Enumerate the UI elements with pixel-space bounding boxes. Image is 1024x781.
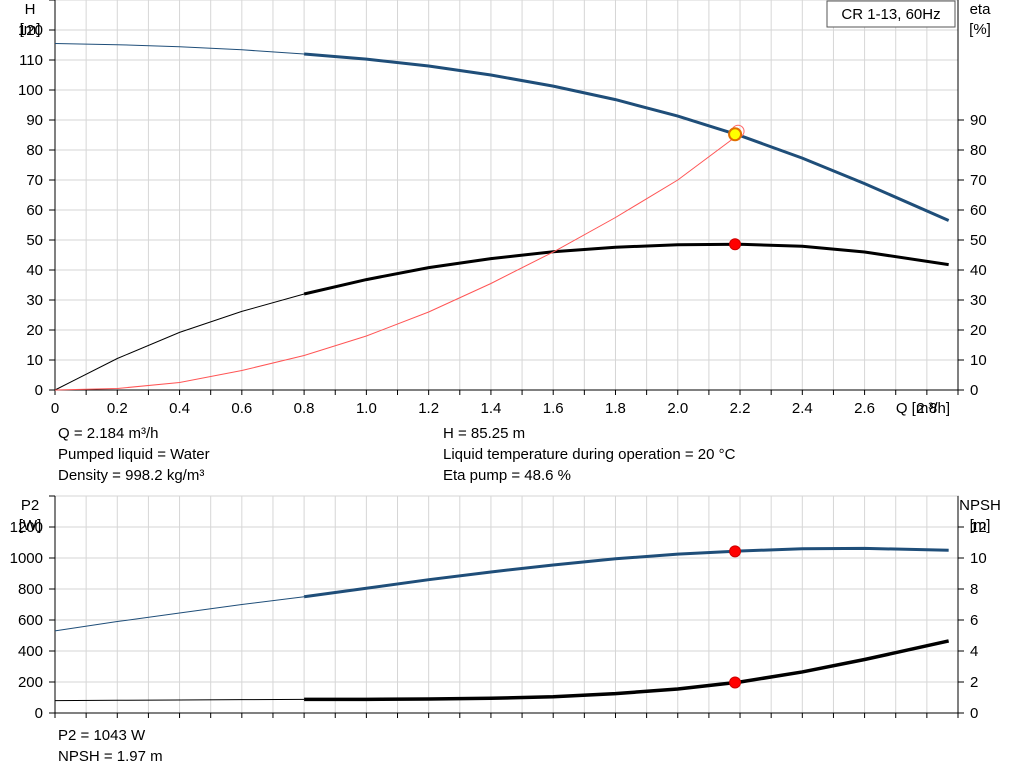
info-npsh: NPSH = 1.97 m <box>58 748 163 765</box>
info-bottom-left: P2 = 1043 W NPSH = 1.97 m <box>58 725 163 767</box>
y-left-tick-label: 30 <box>26 292 43 309</box>
x-tick-label: 0.2 <box>107 400 128 417</box>
x-axis-label: Q [m³/h] <box>896 400 950 417</box>
y-left-tick-label: 1200 <box>10 519 43 536</box>
operating-point-0 <box>728 127 743 142</box>
info-pumped-liquid: Pumped liquid = Water <box>58 446 210 463</box>
series-line-2 <box>54 133 741 391</box>
y-right-tick-label: 4 <box>970 643 978 660</box>
info-top-right: H = 85.25 m Liquid temperature during op… <box>443 423 735 486</box>
y-left-tick-label: 0 <box>35 382 43 399</box>
x-tick-label: 2.0 <box>667 400 688 417</box>
info-top-left: Q = 2.184 m³/h Pumped liquid = Water Den… <box>58 423 210 486</box>
y-left-tick-label: 60 <box>26 202 43 219</box>
y-right-tick-label: 8 <box>970 581 978 598</box>
y-left-tick-label: 70 <box>26 172 43 189</box>
y-right-axis-unit: [m] <box>970 517 991 534</box>
y-right-tick-label: 2 <box>970 674 978 691</box>
x-tick-label: 1.4 <box>481 400 502 417</box>
series-line-1-extrapolated <box>54 293 305 391</box>
info-density: Density = 998.2 kg/m³ <box>58 467 205 484</box>
y-right-tick-label: 10 <box>970 550 987 567</box>
operating-point-1 <box>729 676 742 689</box>
y-right-tick-label: 90 <box>970 112 987 129</box>
x-tick-label: 2.4 <box>792 400 813 417</box>
x-tick-label: 0 <box>51 400 59 417</box>
y-left-tick-label: 50 <box>26 232 43 249</box>
x-tick-label: 0.4 <box>169 400 190 417</box>
y-right-tick-label: 80 <box>970 142 987 159</box>
y-left-axis-unit: [W] <box>19 517 42 534</box>
y-left-tick-label: 100 <box>18 82 43 99</box>
x-tick-label: 2.2 <box>730 400 751 417</box>
info-liquid-temperature: Liquid temperature during operation = 20… <box>443 446 736 463</box>
series-line-1 <box>304 639 950 702</box>
y-left-tick-label: 80 <box>26 142 43 159</box>
y-left-tick-label: 800 <box>18 581 43 598</box>
x-tick-label: 1.0 <box>356 400 377 417</box>
series-line-0-extrapolated <box>54 596 305 632</box>
y-right-tick-label: 70 <box>970 172 987 189</box>
x-tick-label: 2.8 <box>916 400 937 417</box>
series-line-0-extrapolated <box>54 43 305 55</box>
y-left-axis-name: P2 <box>21 497 39 514</box>
series-line-0 <box>303 546 949 599</box>
y-right-tick-label: 0 <box>970 382 978 399</box>
operating-point-0 <box>729 545 742 558</box>
y-left-axis-name: H <box>25 1 36 18</box>
y-right-tick-label: 60 <box>970 202 987 219</box>
series-line-1-extrapolated <box>54 698 305 702</box>
y-right-tick-label: 0 <box>970 705 978 722</box>
series-line-0 <box>303 52 950 222</box>
y-left-tick-label: 120 <box>18 22 43 39</box>
y-left-tick-label: 600 <box>18 612 43 629</box>
series-line-1 <box>303 242 949 296</box>
plot-frame <box>54 0 959 391</box>
y-left-tick-label: 0 <box>35 705 43 722</box>
y-right-axis-name: eta <box>970 1 992 18</box>
x-tick-label: 1.8 <box>605 400 626 417</box>
chart-title: CR 1-13, 60Hz <box>841 6 940 23</box>
y-left-tick-label: 40 <box>26 262 43 279</box>
y-right-tick-label: 30 <box>970 292 987 309</box>
y-left-axis-unit: [m] <box>20 21 41 38</box>
plot-frame <box>54 495 959 714</box>
x-tick-label: 2.6 <box>854 400 875 417</box>
info-eta-pump: Eta pump = 48.6 % <box>443 467 571 484</box>
y-left-tick-label: 110 <box>19 52 43 69</box>
info-p2: P2 = 1043 W <box>58 727 146 744</box>
operating-point-1 <box>729 238 742 251</box>
info-flow: Q = 2.184 m³/h <box>58 425 159 442</box>
x-tick-label: 1.6 <box>543 400 564 417</box>
y-left-tick-label: 20 <box>26 322 43 339</box>
y-left-tick-label: 400 <box>18 643 43 660</box>
x-tick-label: 1.2 <box>418 400 439 417</box>
y-right-axis-name: NPSH <box>959 497 1001 514</box>
y-right-tick-label: 40 <box>970 262 987 279</box>
x-tick-label: 0.8 <box>294 400 315 417</box>
top-chart-panel: 0 10 20 30 40 50 60 70 80 90 100 110 120 0 10 20 30 40 50 6… <box>18 0 991 417</box>
y-right-tick-label: 10 <box>970 352 987 369</box>
y-left-tick-label: 200 <box>18 674 43 691</box>
x-tick-label: 0.6 <box>231 400 252 417</box>
y-right-tick-label: 20 <box>970 322 987 339</box>
y-right-tick-label: 12 <box>970 519 987 536</box>
y-right-tick-label: 6 <box>970 612 978 629</box>
y-left-tick-label: 1000 <box>10 550 43 567</box>
y-right-axis-unit: [%] <box>969 21 991 38</box>
info-head: H = 85.25 m <box>443 425 526 442</box>
title-box: CR 1-13, 60Hz <box>826 0 956 28</box>
bottom-chart-panel: 0 200 400 600 800 1000 1200 0 2 4 6 8 10 12 P2 [W] NPSH [… <box>10 495 1001 722</box>
y-left-tick-label: 90 <box>26 112 43 129</box>
y-left-tick-label: 10 <box>26 352 43 369</box>
y-right-tick-label: 50 <box>970 232 987 249</box>
